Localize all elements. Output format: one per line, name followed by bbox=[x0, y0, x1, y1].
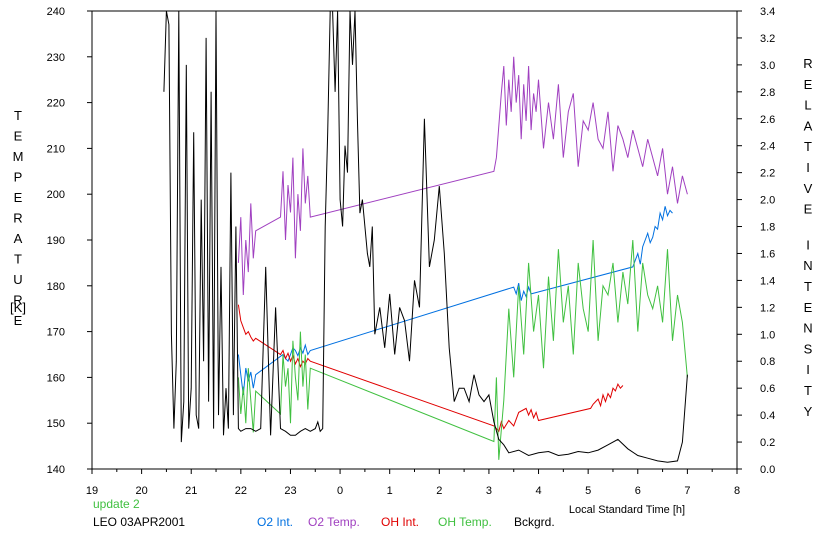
y-left-tick-label: 230 bbox=[47, 52, 65, 64]
y-right-tick-label: 0.8 bbox=[760, 356, 775, 368]
x-tick-label: 19 bbox=[86, 485, 98, 497]
x-tick-label: 3 bbox=[486, 485, 492, 497]
y-right-tick-label: 2.0 bbox=[760, 195, 775, 207]
y-right-label-letter: N bbox=[803, 258, 812, 273]
x-tick-label: 21 bbox=[185, 485, 197, 497]
y-right-tick-label: 3.4 bbox=[760, 6, 775, 18]
x-tick-label: 22 bbox=[235, 485, 247, 497]
x-tick-label: 23 bbox=[284, 485, 296, 497]
y-right-tick-label: 2.2 bbox=[760, 168, 775, 180]
y-left-tick-label: 180 bbox=[47, 281, 65, 293]
legend-entry-oh-temp: OH Temp. bbox=[438, 515, 492, 529]
y-left-tick-label: 170 bbox=[47, 327, 65, 339]
y-left-tick-label: 200 bbox=[47, 189, 65, 201]
x-tick-label: 20 bbox=[135, 485, 147, 497]
legend-entry-bckgrd: Bckgrd. bbox=[514, 515, 555, 529]
y-right-tick-label: 1.8 bbox=[760, 222, 775, 234]
y-right-tick-label: 1.2 bbox=[760, 302, 775, 314]
y-right-label-letter: V bbox=[804, 181, 813, 196]
y-right-tick-label: 0.4 bbox=[760, 410, 775, 422]
y-left-label-letter: R bbox=[13, 293, 22, 308]
y-right-label-letter: R bbox=[803, 56, 812, 71]
x-tick-label: 4 bbox=[535, 485, 541, 497]
y-right-tick-label: 1.0 bbox=[760, 329, 775, 341]
y-left-tick-label: 210 bbox=[47, 143, 65, 155]
legend-entry-oh-int: OH Int. bbox=[381, 515, 419, 529]
series-line-o2-int bbox=[237, 206, 673, 395]
x-tick-label: 7 bbox=[684, 485, 690, 497]
update-note: update 2 bbox=[93, 497, 140, 511]
y-right-tick-label: 3.0 bbox=[760, 60, 775, 72]
series-line-o2-temp bbox=[237, 56, 688, 296]
y-right-label-letter: T bbox=[804, 139, 812, 154]
legend-entry-o2-temp: O2 Temp. bbox=[308, 515, 360, 529]
y-right-tick-label: 3.2 bbox=[760, 33, 775, 45]
y-right-label-letter: E bbox=[804, 202, 813, 217]
series-line-oh-temp bbox=[237, 239, 688, 460]
y-right-tick-label: 0.0 bbox=[760, 464, 775, 476]
legend-entry-o2-int: O2 Int. bbox=[257, 515, 293, 529]
y-right-tick-label: 2.4 bbox=[760, 141, 775, 153]
y-right-tick-label: 2.6 bbox=[760, 114, 775, 126]
y-right-tick-label: 1.6 bbox=[760, 248, 775, 260]
y-left-label-letter: T bbox=[14, 108, 22, 123]
x-tick-label: 2 bbox=[436, 485, 442, 497]
y-left-tick-label: 190 bbox=[47, 235, 65, 247]
y-left-label-letter: U bbox=[13, 272, 22, 287]
y-left-label-letter: E bbox=[14, 129, 23, 144]
x-tick-label: 8 bbox=[734, 485, 740, 497]
y-right-label-letter: N bbox=[803, 321, 812, 336]
y-left-tick-label: 160 bbox=[47, 372, 65, 384]
y-right-label-letter: Y bbox=[804, 404, 813, 419]
footer-layer: update 2 LEO 03APR2001 O2 Int. O2 Temp. OH I… bbox=[93, 497, 555, 529]
y-right-tick-label: 1.4 bbox=[760, 275, 775, 287]
y-left-unit: [K] bbox=[10, 300, 26, 315]
y-right-label-letter: I bbox=[806, 160, 810, 175]
y-left-tick-label: 150 bbox=[47, 418, 65, 430]
y-left-label-letter: E bbox=[14, 190, 23, 205]
x-tick-label: 5 bbox=[585, 485, 591, 497]
x-tick-label: 1 bbox=[387, 485, 393, 497]
y-left-label-letter: R bbox=[13, 211, 22, 226]
y-left-label-letter: T bbox=[14, 252, 22, 267]
y-right-label-letter: T bbox=[804, 383, 812, 398]
station-date-label: LEO 03APR2001 bbox=[93, 515, 185, 529]
y-right-label-letter: E bbox=[804, 300, 813, 315]
x-tick-label: 6 bbox=[635, 485, 641, 497]
y-right-label-letter: S bbox=[804, 341, 813, 356]
y-right-label-letter: E bbox=[804, 77, 813, 92]
y-right-label-letter: T bbox=[804, 279, 812, 294]
y-left-label-letter: E bbox=[14, 313, 23, 328]
labels-layer: Local Standard Time [h]TEMPERATURE[K]REL… bbox=[10, 56, 813, 516]
y-left-label-letter: P bbox=[14, 170, 23, 185]
y-left-tick-label: 220 bbox=[47, 98, 65, 110]
y-right-label-letter: L bbox=[804, 98, 811, 113]
y-right-label-letter: I bbox=[806, 237, 810, 252]
y-left-tick-label: 240 bbox=[47, 6, 65, 18]
axes-layer: 1401501601701801902002102202302400.00.20… bbox=[47, 6, 776, 497]
y-right-label-letter: A bbox=[804, 118, 813, 133]
series-line-bckgrd bbox=[163, 11, 688, 463]
y-left-tick-label: 140 bbox=[47, 464, 65, 476]
y-right-tick-label: 0.2 bbox=[760, 437, 775, 449]
series-layer bbox=[163, 11, 688, 463]
y-right-label-letter: I bbox=[806, 362, 810, 377]
series-line-oh-int bbox=[237, 304, 624, 433]
y-right-tick-label: 2.8 bbox=[760, 87, 775, 99]
x-axis-label: Local Standard Time [h] bbox=[569, 504, 685, 516]
y-right-tick-label: 0.6 bbox=[760, 383, 775, 395]
x-tick-label: 0 bbox=[337, 485, 343, 497]
y-left-label-letter: A bbox=[14, 231, 23, 246]
y-left-label-letter: M bbox=[13, 149, 24, 164]
